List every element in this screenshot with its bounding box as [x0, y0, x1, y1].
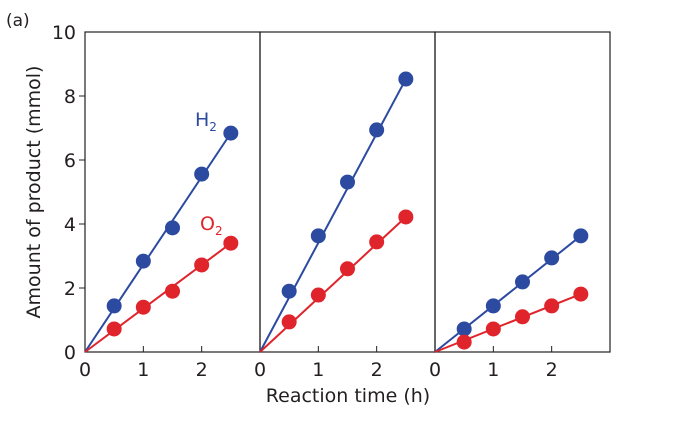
- h2-label: H2: [195, 109, 217, 134]
- y-axis-label: Amount of product (mmol): [23, 66, 45, 319]
- x-tick-label: 2: [546, 359, 558, 381]
- o2-label-main: O: [200, 213, 215, 235]
- y-tick-label: 4: [64, 214, 76, 236]
- x-tick-label: 1: [312, 359, 324, 381]
- h2-point: [544, 250, 560, 266]
- h2-point: [340, 174, 355, 190]
- o2-point: [573, 286, 589, 302]
- h2-point: [398, 71, 414, 87]
- h2-point: [165, 220, 180, 236]
- x-tick-label: 0: [429, 359, 441, 381]
- h2-point: [223, 125, 239, 141]
- h2-fit-line: [259, 78, 407, 353]
- h2-label-main: H: [195, 109, 209, 131]
- x-tick-label: 1: [137, 359, 149, 381]
- o2-point: [106, 321, 122, 337]
- x-tick-label: 0: [254, 359, 266, 381]
- o2-point: [135, 299, 151, 315]
- o2-point: [340, 261, 355, 277]
- o2-fit-line: [259, 216, 407, 353]
- h2-label-sub: 2: [209, 120, 217, 134]
- x-tick-label: 1: [487, 359, 499, 381]
- o2-point: [165, 283, 180, 299]
- h2-point: [485, 298, 501, 314]
- o2-point: [281, 314, 297, 330]
- h2-point: [135, 253, 151, 269]
- panel-frame: [434, 31, 611, 353]
- h2-point: [106, 298, 122, 314]
- y-tick-label: 10: [52, 22, 76, 44]
- h2-fit-line: [84, 132, 232, 353]
- h2-point: [369, 122, 385, 138]
- o2-point: [515, 309, 530, 325]
- h2-point: [456, 321, 472, 337]
- y-tick-label: 2: [64, 278, 76, 300]
- o2-point: [544, 298, 560, 314]
- o2-fit-line: [84, 242, 232, 353]
- o2-point: [310, 287, 326, 303]
- o2-label-sub: 2: [215, 224, 223, 238]
- x-tick-label: 2: [196, 359, 208, 381]
- o2-label: O2: [200, 213, 223, 238]
- x-tick-label: 0: [79, 359, 91, 381]
- o2-point: [223, 235, 239, 251]
- x-tick-label: 2: [371, 359, 383, 381]
- x-axis-label: Reaction time (h): [266, 385, 430, 407]
- h2-point: [281, 283, 297, 299]
- h2-point: [573, 228, 589, 244]
- h2-point: [310, 228, 326, 244]
- h2-fit-line: [434, 235, 582, 353]
- y-tick-label: 6: [64, 150, 76, 172]
- h2-point: [515, 274, 530, 290]
- y-tick-label: 8: [64, 86, 76, 108]
- y-tick-label: 0: [64, 342, 76, 364]
- o2-point: [194, 257, 210, 273]
- panel-label: (a): [6, 11, 30, 31]
- o2-point: [398, 209, 414, 225]
- o2-point: [485, 321, 501, 337]
- o2-point: [369, 234, 385, 250]
- o2-point: [456, 334, 472, 350]
- h2-point: [194, 166, 210, 182]
